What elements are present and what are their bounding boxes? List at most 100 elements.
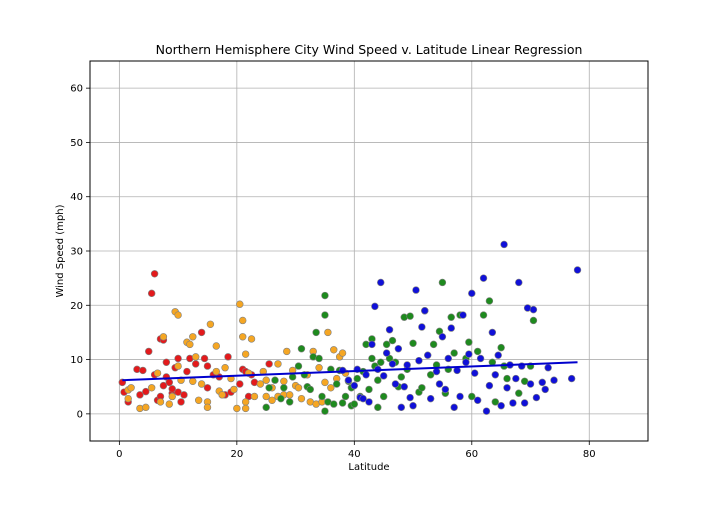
data-point: [286, 398, 294, 406]
data-points: [118, 240, 582, 415]
data-point: [368, 354, 376, 363]
data-point: [485, 297, 494, 305]
data-point: [468, 392, 476, 401]
data-point: [241, 350, 250, 358]
data-point: [338, 399, 347, 407]
y-tick-label: 20: [70, 301, 83, 312]
x-tick-label: 40: [348, 449, 361, 460]
data-point: [194, 396, 203, 404]
data-point: [447, 324, 455, 332]
data-point: [418, 384, 426, 392]
data-point: [147, 384, 156, 392]
data-point: [338, 349, 347, 357]
data-point: [400, 383, 408, 391]
data-point: [256, 380, 265, 388]
data-point: [500, 240, 508, 249]
x-tick-label: 20: [230, 449, 243, 460]
data-point: [371, 302, 379, 311]
data-point: [159, 381, 168, 390]
data-point: [165, 378, 173, 387]
data-point: [374, 403, 382, 412]
data-point: [206, 320, 215, 328]
data-point: [239, 316, 247, 325]
data-point: [550, 376, 558, 384]
data-point: [494, 351, 502, 359]
data-point: [321, 407, 329, 415]
data-point: [203, 384, 212, 392]
data-point: [503, 374, 511, 383]
y-axis-label: Wind Speed (mph): [55, 204, 66, 297]
data-point: [274, 360, 282, 368]
grid: [90, 61, 648, 441]
data-point: [262, 376, 270, 384]
data-point: [476, 354, 485, 363]
data-point: [409, 339, 417, 347]
data-point: [438, 278, 447, 287]
data-point: [247, 335, 256, 343]
data-point: [183, 367, 191, 376]
data-point: [156, 398, 165, 406]
y-tick-label: 50: [70, 138, 83, 149]
data-point: [538, 378, 546, 387]
y-tick-label: 60: [70, 84, 83, 95]
data-point: [224, 353, 232, 361]
data-point: [262, 403, 270, 412]
data-point: [321, 291, 329, 300]
data-point: [318, 392, 326, 401]
data-point: [515, 389, 523, 397]
data-point: [532, 393, 541, 402]
data-point: [324, 328, 332, 337]
data-point: [573, 266, 582, 274]
data-point: [250, 392, 259, 401]
data-point: [388, 360, 397, 368]
data-point: [406, 393, 414, 402]
x-tick-label: 0: [116, 449, 122, 460]
data-point: [203, 403, 212, 412]
data-point: [294, 362, 303, 370]
data-point: [397, 373, 406, 381]
data-point: [212, 342, 220, 350]
data-point: [379, 372, 388, 380]
data-point: [526, 380, 535, 388]
data-point: [332, 380, 341, 388]
data-point: [180, 391, 188, 399]
y-tick-label: 40: [70, 192, 83, 203]
data-point: [379, 392, 388, 401]
data-point: [479, 311, 488, 319]
data-point: [159, 333, 168, 341]
data-point: [297, 394, 306, 403]
data-point: [268, 396, 276, 404]
data-point: [174, 362, 182, 370]
data-point: [447, 313, 455, 321]
data-point: [280, 377, 288, 385]
data-point: [239, 333, 247, 341]
data-point: [503, 384, 511, 392]
data-point: [471, 369, 479, 377]
data-point: [241, 398, 250, 406]
data-point: [315, 364, 323, 372]
data-point: [450, 349, 458, 357]
data-point: [368, 340, 376, 349]
data-point: [377, 358, 385, 366]
data-point: [212, 367, 220, 376]
x-tick-label: 80: [583, 449, 596, 460]
data-point: [218, 391, 226, 399]
data-point: [485, 381, 494, 390]
data-point: [491, 398, 499, 406]
data-point: [350, 400, 359, 408]
data-point: [515, 278, 523, 287]
chart-title: Northern Hemisphere City Wind Speed v. L…: [156, 42, 583, 57]
data-point: [520, 399, 529, 407]
data-point: [412, 286, 420, 294]
data-point: [294, 384, 303, 392]
data-point: [312, 328, 320, 337]
data-point: [409, 402, 417, 410]
data-point: [462, 358, 470, 366]
data-point: [529, 305, 538, 314]
data-point: [189, 333, 197, 341]
data-point: [283, 347, 291, 356]
data-point: [424, 351, 432, 359]
data-point: [406, 312, 414, 320]
data-point: [512, 374, 520, 383]
data-point: [350, 381, 359, 390]
